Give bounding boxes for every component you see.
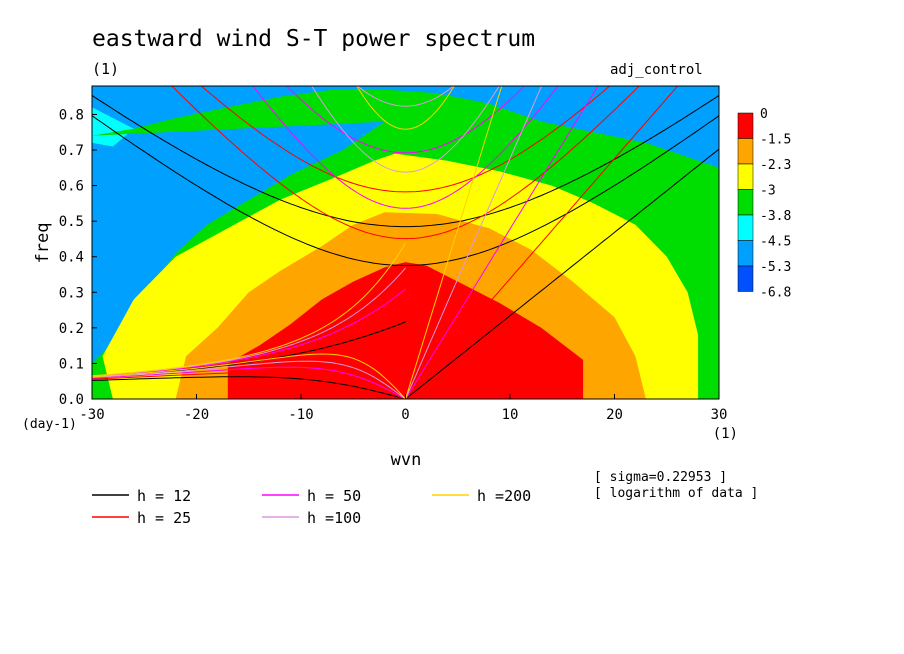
y-tick-label: 0.3 (59, 285, 84, 301)
chart-title: eastward wind S-T power spectrum (92, 26, 535, 52)
colorbar-label: -2.3 (760, 158, 791, 173)
colorbar-label: -4.5 (760, 235, 791, 250)
mrg-curve-h200 (92, 243, 406, 377)
y-axis-label: freq (33, 223, 53, 264)
ig-n2-curve-h50 (285, 86, 526, 154)
legend-label: h =200 (477, 487, 531, 505)
y-axis-unit: (day-1) (22, 417, 77, 432)
filled-contours (92, 89, 719, 399)
rossby-curve-h12 (92, 376, 406, 399)
y-tick-label: 0.1 (59, 356, 84, 372)
y-tick-label: 0.2 (59, 321, 84, 337)
x-tick-label: -20 (184, 407, 209, 423)
scale-note: [ logarithm of data ] (594, 486, 758, 501)
x-axis-unit: (1) (713, 426, 738, 442)
colorbar-swatch (737, 112, 754, 139)
y-tick-label: 0.4 (59, 250, 84, 266)
colorbar-swatch (737, 214, 754, 241)
ig-n1-curve-h12 (92, 115, 719, 267)
ig-n1-curve-h200 (356, 86, 455, 130)
colorbar-label: 0 (760, 107, 768, 122)
contour-level-m1_5 (227, 262, 584, 399)
legend-label: h = 50 (307, 487, 361, 505)
x-tick-label: 10 (502, 407, 519, 423)
x-axis: -30 -20 -10 0 10 20 30 (79, 394, 727, 423)
x-axis-label: wvn (391, 450, 422, 470)
ig-n1-curve-h50 (252, 86, 559, 209)
kelvin-curve-h50 (405, 86, 599, 399)
colorbar: 0 -1.5 -2.3 -3 -3.8 -4.5 -5.3 -6.8 (737, 107, 791, 301)
ig-n2-curve-h100 (356, 86, 455, 107)
dispersion-curves (92, 86, 719, 399)
y-tick-label: 0.7 (59, 143, 84, 159)
sigma-note: [ sigma=0.22953 ] (594, 470, 727, 485)
legend: h = 12 h = 25 h = 50 h =100 h =200 (92, 487, 531, 527)
x-tick-label: 0 (401, 407, 409, 423)
legend-label: h = 25 (137, 509, 191, 527)
y-tick-label: 0.0 (59, 392, 84, 408)
contour-level-m4_5 (92, 107, 134, 147)
plot-area (91, 85, 720, 400)
colorbar-swatch (737, 138, 754, 165)
units-label: (1) (92, 60, 119, 78)
x-tick-label: 30 (711, 407, 728, 423)
y-axis: 0.0 0.1 0.2 0.3 0.4 0.5 0.6 0.7 0.8 (59, 107, 97, 408)
colorbar-label: -6.8 (760, 286, 791, 301)
legend-label: h =100 (307, 509, 361, 527)
colorbar-label: -3.8 (760, 209, 791, 224)
legend-label: h = 12 (137, 487, 191, 505)
x-tick-label: -30 (79, 407, 104, 423)
y-tick-label: 0.5 (59, 214, 84, 230)
ig-n1-curve-h100 (311, 86, 500, 173)
colorbar-label: -1.5 (760, 133, 791, 148)
rossby-curve-h50 (92, 366, 406, 399)
kelvin-curve-h12 (405, 148, 719, 399)
rossby-curve-h200 (92, 353, 406, 399)
x-tick-label: -10 (288, 407, 313, 423)
colorbar-label: -3 (760, 184, 776, 199)
colorbar-swatch (737, 163, 754, 190)
colorbar-swatch (737, 265, 754, 292)
rossby-curve-h25 (92, 371, 406, 399)
kelvin-curve-h100 (405, 86, 543, 399)
y-tick-label: 0.8 (59, 107, 84, 123)
colorbar-swatch (737, 189, 754, 216)
rossby-curve-h100 (92, 360, 406, 399)
kelvin-curve-h25 (405, 86, 679, 399)
y-tick-label: 0.6 (59, 179, 84, 195)
experiment-label: adj_control (610, 62, 703, 78)
ig-n1-curve-h25 (171, 86, 640, 240)
colorbar-swatch (737, 240, 754, 267)
kelvin-curve-h200 (405, 86, 503, 399)
colorbar-label: -5.3 (760, 260, 791, 275)
x-tick-label: 20 (606, 407, 623, 423)
ig-n2-curve-h25 (200, 86, 611, 193)
